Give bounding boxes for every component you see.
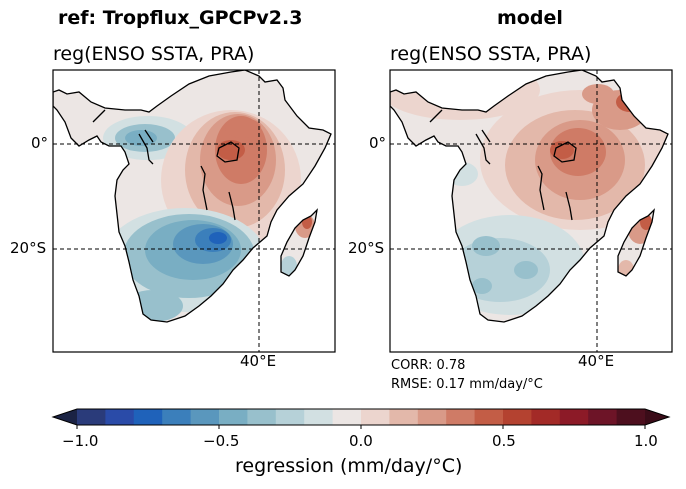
colorbar-segment (474, 409, 504, 425)
model-suptitle: model (497, 7, 563, 29)
colorbar-segment (133, 409, 163, 425)
colorbar-segment (361, 409, 390, 425)
cb-tick-label: 1.0 (634, 432, 658, 450)
colorbar-segment (304, 409, 334, 425)
colorbar-segment (503, 409, 532, 425)
colorbar-segment (616, 409, 646, 425)
colorbar-segment (446, 409, 476, 425)
ref-panel-title: reg(ENSO SSTA, PRA) (53, 43, 255, 65)
model-panel-title: reg(ENSO SSTA, PRA) (390, 43, 592, 65)
corr-stat: CORR: 0.78 (391, 358, 466, 373)
cb-tick-label: −1.0 (62, 432, 99, 450)
colorbar-segment (77, 409, 106, 425)
colorbar-label: regression (mm/day/°C) (235, 455, 463, 477)
colorbar-segment (559, 409, 589, 425)
colorbar-extend-min (53, 409, 77, 425)
cb-tick-label: 0.5 (492, 432, 516, 450)
rmse-stat: RMSE: 0.17 mm/day/°C (391, 377, 543, 392)
colorbar-segment (332, 409, 362, 425)
ref-suptitle: ref: Tropflux_GPCPv2.3 (58, 7, 303, 29)
colorbar (51, 408, 671, 429)
colorbar-segment (105, 409, 135, 425)
model-gridlines (390, 70, 672, 352)
cb-tick-label: −0.5 (203, 432, 240, 450)
colorbar-segment (389, 409, 419, 425)
model-map (390, 70, 672, 352)
model-lat-tick-20s: 20°S (348, 239, 385, 257)
colorbar-segment (219, 409, 248, 425)
ref-lat-tick-0: 0° (31, 134, 49, 152)
colorbar-segment (247, 409, 277, 425)
colorbar-segment (162, 409, 192, 425)
colorbar-extend-max (645, 409, 669, 425)
colorbar-segment (417, 409, 447, 425)
ref-axes-frame (52, 69, 336, 353)
model-lat-tick-0: 0° (369, 134, 387, 152)
cb-tick-label: 0.0 (349, 432, 373, 450)
colorbar-segment (531, 409, 561, 425)
colorbar-segment (588, 409, 618, 425)
ref-map (53, 70, 335, 352)
model-axes-frame (389, 69, 673, 353)
ref-lat-tick-20s: 20°S (10, 239, 47, 257)
ref-lon-tick-40e: 40°E (240, 352, 277, 370)
model-lon-tick-40e: 40°E (578, 352, 615, 370)
colorbar-segment (275, 409, 305, 425)
ref-gridlines (53, 70, 335, 352)
colorbar-segment (190, 409, 220, 425)
